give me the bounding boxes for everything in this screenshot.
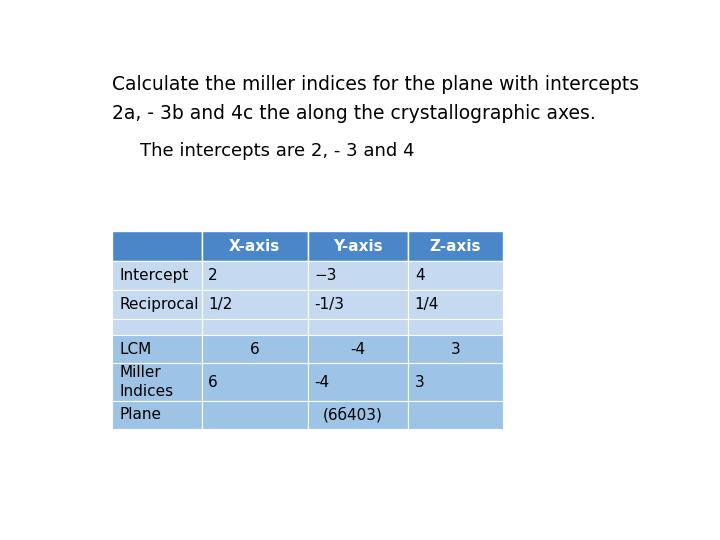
Text: -4: -4 [350,342,366,357]
Text: Intercept: Intercept [119,268,189,283]
FancyBboxPatch shape [307,231,408,261]
FancyBboxPatch shape [307,290,408,319]
FancyBboxPatch shape [307,363,408,401]
Text: 2a, - 3b and 4c the along the crystallographic axes.: 2a, - 3b and 4c the along the crystallog… [112,104,596,123]
Text: Reciprocal: Reciprocal [119,297,199,312]
Text: 2: 2 [208,268,218,283]
Text: −3: −3 [315,268,337,283]
FancyBboxPatch shape [202,401,307,429]
FancyBboxPatch shape [307,319,408,335]
FancyBboxPatch shape [112,261,202,290]
FancyBboxPatch shape [202,363,307,401]
Text: Plane: Plane [119,407,161,422]
FancyBboxPatch shape [408,261,503,290]
FancyBboxPatch shape [408,335,503,363]
FancyBboxPatch shape [408,401,503,429]
FancyBboxPatch shape [112,335,202,363]
FancyBboxPatch shape [202,319,307,335]
Text: 4: 4 [415,268,424,283]
Text: 6: 6 [250,342,259,357]
FancyBboxPatch shape [202,231,307,261]
FancyBboxPatch shape [202,261,307,290]
FancyBboxPatch shape [408,231,503,261]
Text: 1/2: 1/2 [208,297,233,312]
FancyBboxPatch shape [112,290,202,319]
Text: 1/4: 1/4 [415,297,439,312]
Text: Calculate the miller indices for the plane with intercepts: Calculate the miller indices for the pla… [112,75,639,94]
Text: LCM: LCM [119,342,151,357]
FancyBboxPatch shape [112,231,202,261]
FancyBboxPatch shape [202,335,307,363]
Text: -1/3: -1/3 [315,297,344,312]
FancyBboxPatch shape [307,261,408,290]
FancyBboxPatch shape [307,401,408,429]
FancyBboxPatch shape [408,363,503,401]
Text: Y-axis: Y-axis [333,239,382,254]
FancyBboxPatch shape [202,290,307,319]
FancyBboxPatch shape [408,319,503,335]
FancyBboxPatch shape [408,290,503,319]
Text: 6: 6 [208,375,218,389]
FancyBboxPatch shape [112,319,202,335]
FancyBboxPatch shape [112,363,202,401]
Text: -4: -4 [315,375,330,389]
Text: (6б403): (6б403) [323,407,382,423]
FancyBboxPatch shape [307,335,408,363]
Text: 3: 3 [415,375,425,389]
Text: 3: 3 [451,342,460,357]
Text: Miller
Indices: Miller Indices [119,365,173,399]
Text: Z-axis: Z-axis [430,239,481,254]
Text: X-axis: X-axis [229,239,280,254]
FancyBboxPatch shape [112,401,202,429]
Text: The intercepts are 2, - 3 and 4: The intercepts are 2, - 3 and 4 [140,141,415,160]
